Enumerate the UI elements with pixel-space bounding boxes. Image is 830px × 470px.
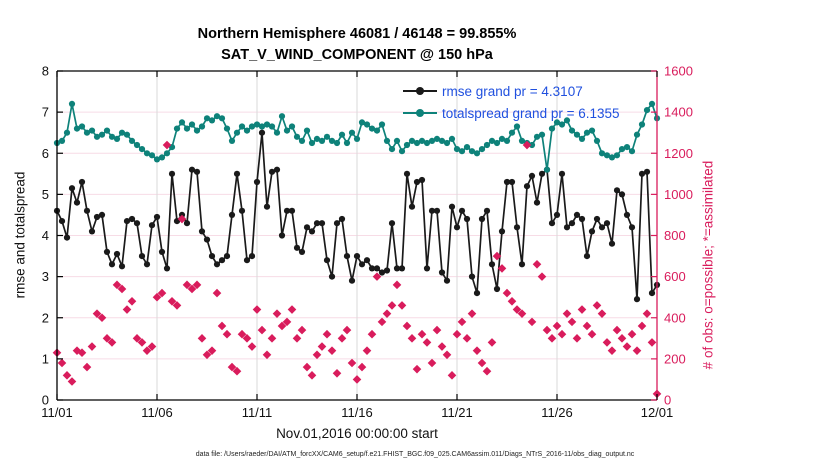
left-tick-label: 5: [42, 187, 49, 202]
x-tick-label: 12/01: [641, 405, 674, 420]
right-tick-label: 1200: [664, 146, 693, 161]
series-totalspread: [53, 100, 661, 173]
left-tick-label: 2: [42, 310, 49, 325]
gridlines: [57, 71, 657, 400]
left-axis-label: rmse and totalspread: [12, 171, 28, 299]
right-tick-label: 600: [664, 269, 686, 284]
x-tick-label: 11/06: [141, 405, 173, 420]
chart-title-line1: Northern Hemisphere 46081 / 46148 = 99.8…: [197, 26, 517, 42]
right-tick-label: 1400: [664, 105, 693, 120]
tick-marks: [56, 70, 658, 401]
legend: rmse grand pr = 4.3107 totalspread grand…: [403, 80, 620, 124]
left-tick-label: 6: [42, 146, 49, 161]
legend-entry-totalspread: totalspread grand pr = 6.1355: [403, 102, 620, 124]
x-tick-label: 11/01: [41, 405, 73, 420]
left-tick-label: 7: [42, 105, 49, 120]
x-tick-label: 11/16: [341, 405, 373, 420]
left-tick-label: 0: [42, 393, 49, 408]
chart-title-line2: SAT_V_WIND_COMPONENT @ 150 hPa: [221, 47, 493, 63]
right-axis-label: # of obs: o=possible; *=assimilated: [700, 160, 716, 370]
right-tick-label: 0: [664, 393, 671, 408]
left-tick-label: 3: [42, 269, 49, 284]
legend-rmse-line-icon: [403, 86, 437, 96]
left-tick-label: 8: [42, 64, 49, 79]
left-tick-label: 1: [42, 351, 49, 366]
right-tick-label: 800: [664, 228, 686, 243]
series-obs-assimilated: [52, 140, 662, 399]
legend-totalspread-line-icon: [403, 108, 437, 118]
right-tick-label: 400: [664, 310, 686, 325]
legend-entry-rmse: rmse grand pr = 4.3107: [403, 80, 620, 102]
x-tick-label: 11/26: [541, 405, 573, 420]
tick-labels: 0 1 2 3 4 5 6 7 8 0 200 400 600 800 1000 1200 1400 1600 11…: [41, 64, 693, 421]
x-tick-label: 11/21: [441, 405, 473, 420]
right-tick-label: 200: [664, 351, 686, 366]
x-tick-label: 11/11: [242, 405, 273, 420]
left-tick-label: 4: [42, 228, 49, 243]
legend-rmse-label: rmse grand pr = 4.3107: [442, 83, 583, 99]
legend-totalspread-label: totalspread grand pr = 6.1355: [442, 105, 620, 121]
chart-title: Northern Hemisphere 46081 / 46148 = 99.8…: [57, 24, 657, 66]
right-tick-label: 1000: [664, 187, 693, 202]
right-tick-label: 1600: [664, 64, 693, 79]
x-axis-label: Nov.01,2016 00:00:00 start: [276, 426, 438, 441]
data-file-caption: data file: /Users/raeder/DAI/ATM_forcXX/…: [195, 451, 635, 458]
